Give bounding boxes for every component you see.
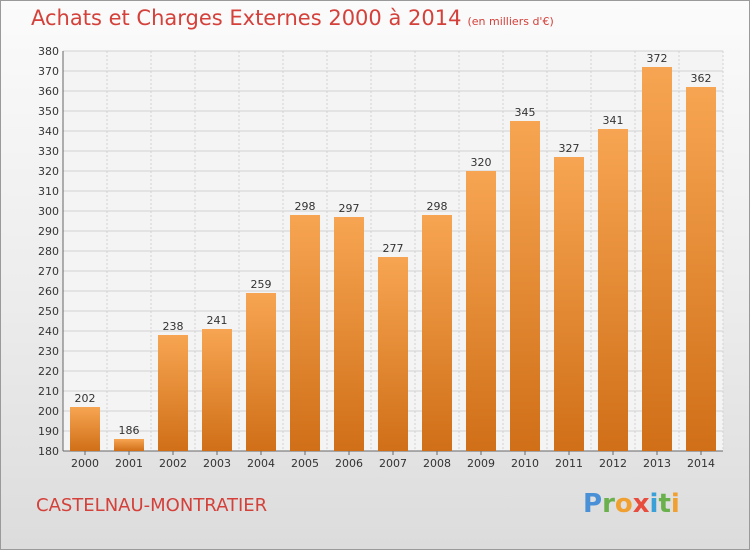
logo-letter: x [632, 489, 650, 519]
x-tick-label: 2011 [555, 457, 583, 470]
data-label: 320 [471, 156, 492, 169]
data-label: 241 [207, 314, 228, 327]
y-tick-label: 250 [38, 305, 59, 318]
y-tick-label: 380 [38, 45, 59, 58]
bar [686, 87, 716, 451]
x-tick-label: 2003 [203, 457, 231, 470]
bar [554, 157, 584, 451]
data-label: 372 [647, 52, 668, 65]
data-label: 202 [75, 392, 96, 405]
logo-letter: i [670, 489, 680, 519]
data-label: 259 [251, 278, 272, 291]
bar [466, 171, 496, 451]
bar [334, 217, 364, 451]
y-tick-label: 230 [38, 345, 59, 358]
bar [114, 439, 144, 451]
x-tick-label: 2008 [423, 457, 451, 470]
logo-letter: o [614, 489, 633, 519]
y-tick-label: 180 [38, 445, 59, 458]
bar [378, 257, 408, 451]
data-label: 186 [119, 424, 140, 437]
y-tick-label: 220 [38, 365, 59, 378]
x-tick-label: 2001 [115, 457, 143, 470]
data-label: 345 [515, 106, 536, 119]
y-tick-label: 270 [38, 265, 59, 278]
bar [642, 67, 672, 451]
bar [246, 293, 276, 451]
bar [158, 335, 188, 451]
bar [202, 329, 232, 451]
x-tick-label: 2014 [687, 457, 715, 470]
data-label: 362 [691, 72, 712, 85]
y-tick-label: 300 [38, 205, 59, 218]
y-tick-label: 330 [38, 145, 59, 158]
logo-letter: P [583, 489, 603, 519]
x-tick-label: 2009 [467, 457, 495, 470]
bar [70, 407, 100, 451]
y-tick-label: 280 [38, 245, 59, 258]
data-label: 327 [559, 142, 580, 155]
chart-subtitle: (en milliers d'€) [467, 15, 554, 28]
x-tick-label: 2002 [159, 457, 187, 470]
proxiti-logo: Proxiti [583, 489, 680, 519]
y-tick-label: 200 [38, 405, 59, 418]
bar [290, 215, 320, 451]
commune-name: CASTELNAU-MONTRATIER [36, 495, 268, 516]
bar [598, 129, 628, 451]
x-tick-label: 2004 [247, 457, 275, 470]
bar [422, 215, 452, 451]
data-label: 341 [603, 114, 624, 127]
y-tick-label: 290 [38, 225, 59, 238]
x-tick-label: 2005 [291, 457, 319, 470]
chart-title: Achats et Charges Externes 2000 à 2014 (e… [31, 6, 554, 30]
data-label: 298 [295, 200, 316, 213]
y-tick-label: 190 [38, 425, 59, 438]
y-tick-label: 260 [38, 285, 59, 298]
x-tick-label: 2006 [335, 457, 363, 470]
y-tick-label: 210 [38, 385, 59, 398]
data-label: 297 [339, 202, 360, 215]
y-tick-label: 320 [38, 165, 59, 178]
data-label: 298 [427, 200, 448, 213]
y-tick-label: 340 [38, 125, 59, 138]
logo-letter: i [649, 489, 659, 519]
logo-letter: r [602, 489, 615, 519]
data-label: 238 [163, 320, 184, 333]
y-tick-label: 370 [38, 65, 59, 78]
y-tick-label: 360 [38, 85, 59, 98]
data-label: 277 [383, 242, 404, 255]
x-tick-label: 2010 [511, 457, 539, 470]
x-tick-label: 2000 [71, 457, 99, 470]
logo-letter: t [658, 489, 671, 519]
x-tick-label: 2013 [643, 457, 671, 470]
x-tick-label: 2012 [599, 457, 627, 470]
y-tick-label: 310 [38, 185, 59, 198]
bar [510, 121, 540, 451]
y-tick-label: 240 [38, 325, 59, 338]
y-tick-label: 350 [38, 105, 59, 118]
x-tick-label: 2007 [379, 457, 407, 470]
